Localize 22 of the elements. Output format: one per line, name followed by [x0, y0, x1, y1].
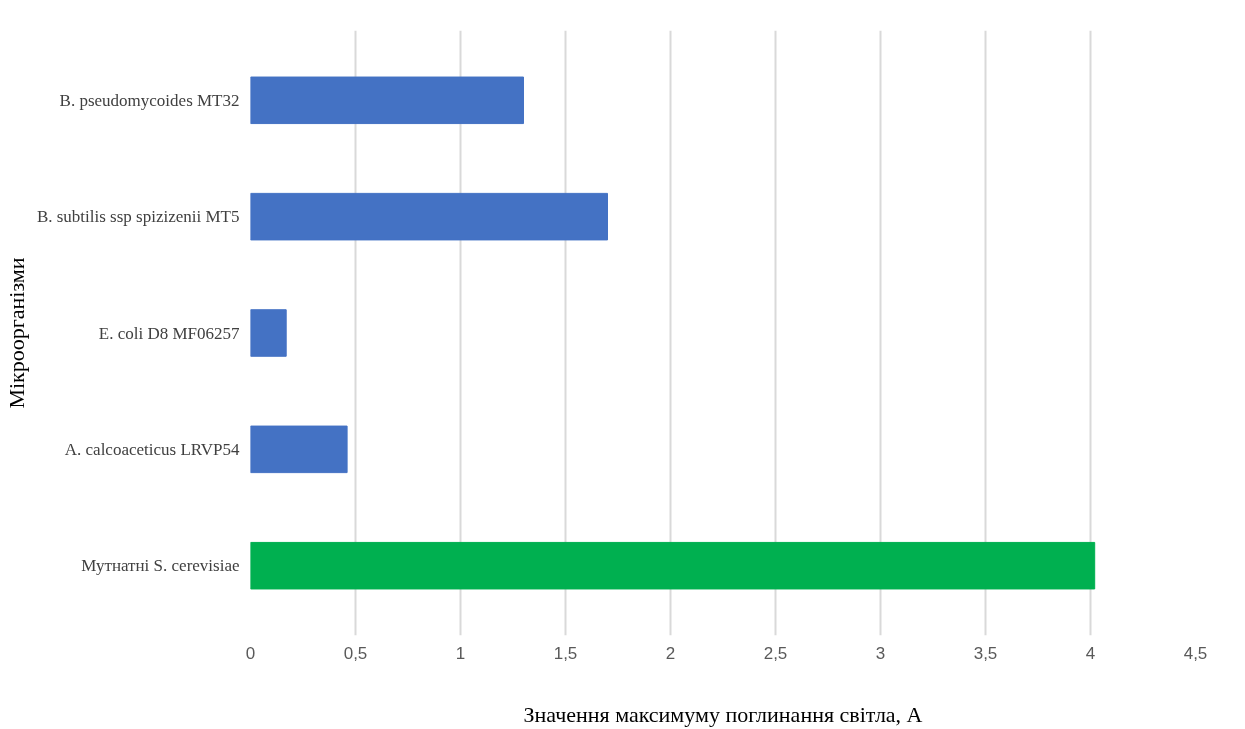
- x-tick-label: 4: [1085, 643, 1096, 663]
- x-tick-label: 3,5: [973, 643, 998, 663]
- x-tick-label: 1,5: [553, 643, 578, 663]
- x-tick-label: 3: [875, 643, 886, 663]
- bar: [250, 76, 524, 125]
- bar: [250, 425, 348, 474]
- x-tick-label: 4,5: [1183, 643, 1208, 663]
- y-tick-label: B. pseudomycoides MT32: [59, 90, 240, 110]
- bar: [250, 192, 608, 241]
- y-tick-label: A. calcoaceticus LRVP54: [64, 439, 240, 459]
- y-tick-label: Мутнатні S. cerevisiae: [81, 556, 240, 576]
- x-axis-title: Значення максимуму поглинання світла, А: [523, 701, 923, 727]
- x-tick-label: 1: [455, 643, 466, 663]
- bar: [250, 541, 1096, 590]
- bar: [250, 309, 287, 357]
- x-tick-label: 2: [665, 643, 676, 663]
- x-tick-label: 2,5: [763, 643, 788, 663]
- y-tick-label: B. subtilis ssp spizizenii MT5: [36, 207, 240, 227]
- x-tick-label: 0: [245, 643, 256, 663]
- x-tick-label: 0,5: [343, 643, 368, 663]
- y-tick-label: E. coli D8 MF06257: [98, 323, 240, 343]
- y-axis-title: Мікроорганізми: [3, 257, 29, 409]
